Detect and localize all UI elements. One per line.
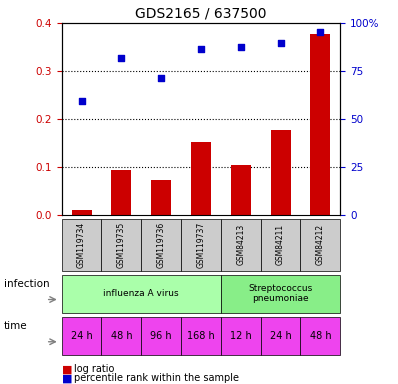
Point <box>118 55 125 61</box>
Text: percentile rank within the sample: percentile rank within the sample <box>74 373 239 383</box>
Text: 12 h: 12 h <box>230 331 252 341</box>
Text: Streptococcus
pneumoniae: Streptococcus pneumoniae <box>248 284 313 303</box>
Bar <box>231 165 251 215</box>
Text: GSM119734: GSM119734 <box>77 222 86 268</box>
Text: ■: ■ <box>62 364 72 374</box>
Text: infection: infection <box>4 279 50 289</box>
Text: 48 h: 48 h <box>111 331 132 341</box>
Point <box>317 29 324 35</box>
Text: 96 h: 96 h <box>150 331 172 341</box>
Bar <box>310 34 330 215</box>
Text: time: time <box>4 321 27 331</box>
Text: GSM84211: GSM84211 <box>276 224 285 265</box>
Text: 48 h: 48 h <box>310 331 331 341</box>
Text: GSM84213: GSM84213 <box>236 224 245 265</box>
Text: influenza A virus: influenza A virus <box>103 289 179 298</box>
Bar <box>271 130 291 215</box>
Text: GSM84212: GSM84212 <box>316 224 325 265</box>
Text: GSM119737: GSM119737 <box>197 222 205 268</box>
Text: GSM119735: GSM119735 <box>117 222 126 268</box>
Text: GSM119736: GSM119736 <box>157 222 166 268</box>
Point <box>158 75 164 81</box>
Point <box>78 98 85 104</box>
Title: GDS2165 / 637500: GDS2165 / 637500 <box>135 7 267 20</box>
Point <box>198 46 204 53</box>
Bar <box>111 170 131 215</box>
Point <box>238 44 244 50</box>
Text: ■: ■ <box>62 373 72 383</box>
Text: log ratio: log ratio <box>74 364 114 374</box>
Text: 24 h: 24 h <box>270 331 291 341</box>
Bar <box>151 180 171 215</box>
Text: 24 h: 24 h <box>71 331 92 341</box>
Bar <box>72 210 92 215</box>
Text: 168 h: 168 h <box>187 331 215 341</box>
Bar <box>191 142 211 215</box>
Point <box>277 40 284 46</box>
